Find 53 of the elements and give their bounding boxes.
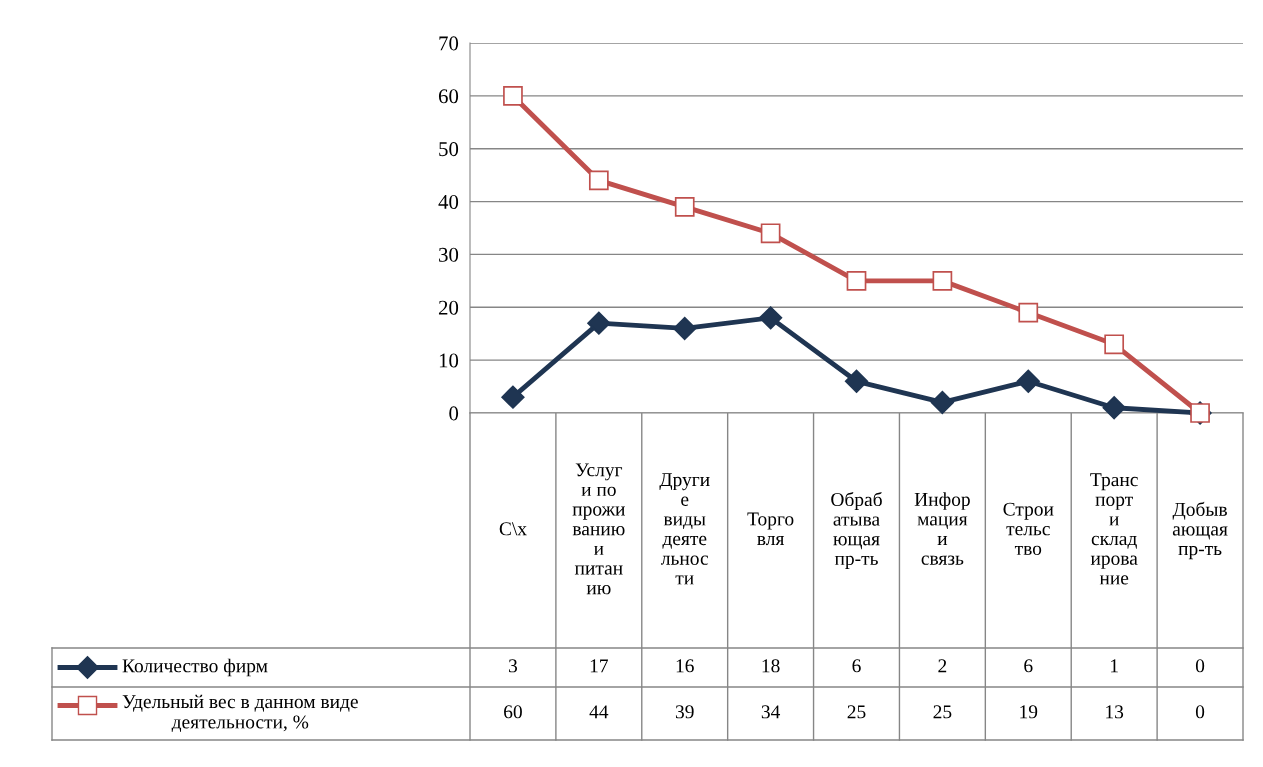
point	[846, 270, 867, 291]
x-tick-label: С\х	[499, 522, 527, 536]
x-tick-label: Торговля	[747, 512, 794, 546]
x-tick-label: Добывающая пр-ть	[1172, 501, 1228, 560]
point	[1016, 369, 1040, 393]
legend-label: Удельный вес в данном виде деятельности, %	[122, 694, 358, 733]
y-tick-label: 40	[438, 194, 459, 209]
data-label: 25	[933, 705, 952, 719]
point	[588, 170, 609, 191]
point	[932, 270, 953, 291]
y-tick-label: 30	[439, 247, 459, 262]
point	[501, 385, 525, 409]
x-tick-label: Строительство	[1003, 502, 1054, 556]
x-tick-label: Услуги по проживанию и питанию	[572, 463, 625, 595]
data-label: 44	[589, 705, 609, 719]
data-label: 34	[761, 705, 781, 719]
data-label: 2	[938, 659, 947, 673]
y-tick-label: 60	[438, 89, 459, 104]
point	[587, 311, 611, 335]
x-tick-label: Транспорт и складирование	[1090, 473, 1138, 585]
data-label: 39	[675, 705, 694, 719]
y-tick-label: 0	[449, 406, 459, 421]
data-label: 25	[847, 705, 866, 719]
point	[1102, 396, 1126, 420]
x-tick-label: Другие виды деятельности	[659, 473, 710, 585]
point	[758, 306, 783, 330]
y-tick-label: 50	[439, 142, 459, 157]
data-label: 3	[509, 659, 518, 673]
data-label: 17	[590, 659, 608, 673]
point	[503, 85, 523, 106]
data-label: 18	[762, 659, 780, 673]
y-tick-label: 70	[439, 36, 459, 51]
data-label: 6	[852, 659, 861, 673]
x-tick-label: Информация и связь	[914, 492, 970, 565]
point	[673, 316, 697, 341]
data-label: 1	[1111, 659, 1118, 673]
point	[844, 369, 869, 393]
point	[1018, 302, 1039, 323]
point	[930, 390, 955, 415]
data-label: 19	[1020, 705, 1038, 719]
y-tick-label: 10	[439, 353, 459, 368]
point	[1104, 334, 1125, 355]
data-label: 13	[1106, 705, 1124, 719]
x-tick-label: Обрабатывающая пр-ть	[831, 491, 882, 570]
data-label: 0	[1195, 705, 1205, 719]
data-label: 60	[504, 705, 522, 719]
point	[674, 196, 695, 217]
data-label: 6	[1024, 659, 1033, 673]
data-label: 0	[1195, 659, 1205, 673]
point	[760, 223, 781, 244]
y-tick-label: 20	[438, 300, 459, 315]
legend-label: Количество фирм	[122, 658, 268, 677]
data-label: 16	[676, 659, 694, 673]
